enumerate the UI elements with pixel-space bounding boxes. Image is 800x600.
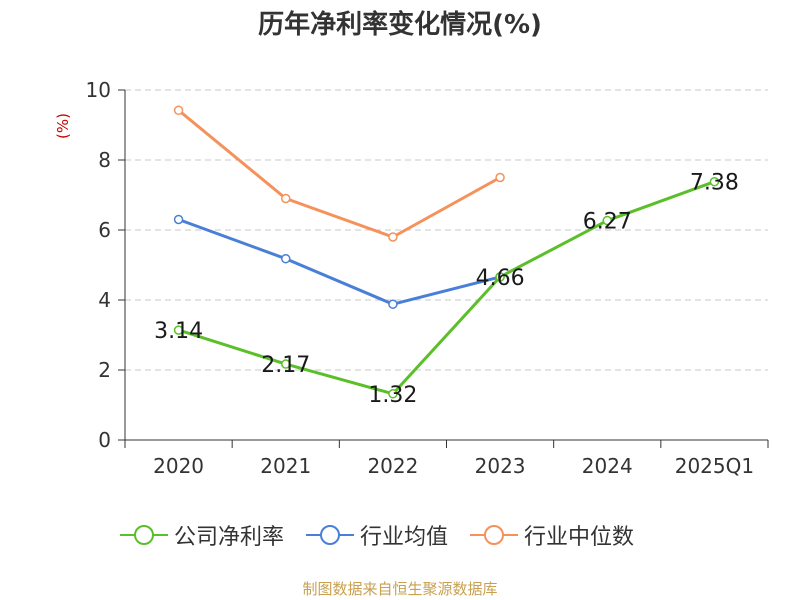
data-label: 1.32 bbox=[368, 383, 417, 408]
data-point bbox=[173, 105, 184, 116]
legend: 公司净利率 行业均值 行业中位数 bbox=[120, 519, 656, 551]
x-tick-label: 2023 bbox=[475, 454, 526, 478]
series-line-2 bbox=[177, 109, 501, 239]
data-point bbox=[602, 215, 612, 226]
legend-marker-icon bbox=[120, 525, 168, 545]
legend-marker-icon bbox=[470, 525, 519, 545]
chart-title: 历年净利率变化情况(%) bbox=[258, 10, 542, 40]
series-line-0 bbox=[178, 180, 715, 396]
legend-item[interactable]: 公司净利率 bbox=[120, 519, 284, 551]
source-footer: 制图数据来自恒生聚源数据库 bbox=[302, 580, 498, 598]
data-point bbox=[281, 193, 291, 204]
x-tick-label: 2025Q1 bbox=[675, 454, 754, 478]
x-tick-label: 2021 bbox=[260, 454, 311, 478]
data-label: 7.38 bbox=[690, 171, 739, 196]
data-point bbox=[388, 389, 398, 399]
data-label: 3.14 bbox=[154, 319, 203, 344]
data-point bbox=[173, 325, 184, 335]
x-tick-label: 2024 bbox=[582, 454, 633, 478]
data-point bbox=[495, 272, 505, 282]
y-tick-label: 4 bbox=[98, 288, 111, 312]
data-point bbox=[495, 172, 505, 183]
data-point bbox=[281, 359, 291, 369]
y-tick-label: 6 bbox=[98, 218, 111, 242]
data-point bbox=[709, 176, 720, 187]
y-axis-label: (%) bbox=[54, 113, 72, 139]
data-point bbox=[281, 253, 291, 264]
legend-item[interactable]: 行业中位数 bbox=[470, 519, 634, 551]
series-line-1 bbox=[178, 218, 501, 306]
data-point bbox=[388, 232, 398, 242]
x-tick-label: 2020 bbox=[153, 454, 204, 478]
y-tick-label: 2 bbox=[98, 358, 111, 382]
legend-label: 行业均值 bbox=[360, 525, 449, 550]
legend-marker-icon bbox=[306, 525, 355, 545]
legend-item[interactable]: 行业均值 bbox=[306, 519, 448, 551]
y-tick-label: 8 bbox=[98, 148, 111, 172]
data-label: 2.17 bbox=[261, 353, 310, 378]
x-tick-label: 2022 bbox=[367, 454, 418, 478]
data-point bbox=[173, 214, 184, 225]
legend-label: 公司净利率 bbox=[174, 525, 285, 550]
data-label: 6.27 bbox=[583, 210, 632, 235]
y-tick-label: 0 bbox=[98, 428, 111, 452]
legend-label: 行业中位数 bbox=[524, 525, 635, 550]
data-label: 4.66 bbox=[476, 266, 525, 291]
data-point bbox=[388, 299, 398, 309]
y-tick-label: 10 bbox=[86, 78, 111, 102]
